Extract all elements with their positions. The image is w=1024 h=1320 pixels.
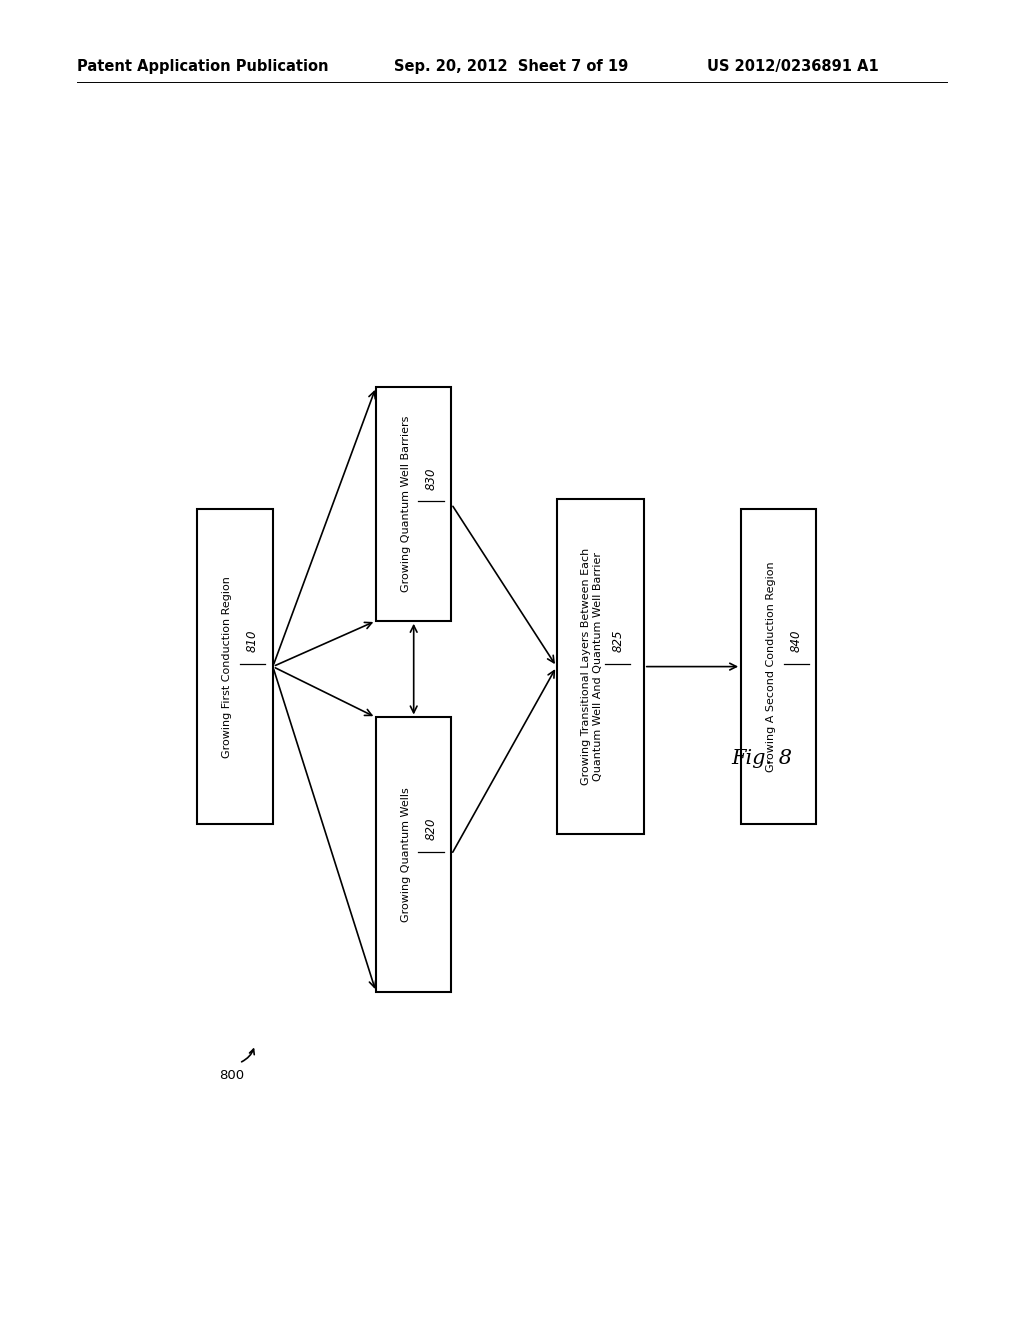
Bar xyxy=(376,387,452,620)
Text: Growing Quantum Wells: Growing Quantum Wells xyxy=(400,787,411,921)
Bar xyxy=(741,510,816,824)
Text: 810: 810 xyxy=(246,630,259,652)
Text: Fig. 8: Fig. 8 xyxy=(731,748,793,767)
Bar xyxy=(198,510,272,824)
Text: 830: 830 xyxy=(425,467,437,490)
Text: 800: 800 xyxy=(219,1069,245,1081)
Text: Growing A Second Conduction Region: Growing A Second Conduction Region xyxy=(766,561,776,772)
Text: US 2012/0236891 A1: US 2012/0236891 A1 xyxy=(707,59,879,74)
Text: Growing Quantum Well Barriers: Growing Quantum Well Barriers xyxy=(400,416,411,593)
Text: 820: 820 xyxy=(425,818,437,841)
Bar xyxy=(376,718,452,991)
Text: Patent Application Publication: Patent Application Publication xyxy=(77,59,329,74)
Text: Sep. 20, 2012  Sheet 7 of 19: Sep. 20, 2012 Sheet 7 of 19 xyxy=(394,59,629,74)
Text: Growing Transitional Layers Between Each
Quantum Well And Quantum Well Barrier: Growing Transitional Layers Between Each… xyxy=(582,548,603,785)
Text: Growing First Conduction Region: Growing First Conduction Region xyxy=(222,576,232,758)
Text: 825: 825 xyxy=(611,630,625,652)
Bar xyxy=(556,499,644,834)
Text: 840: 840 xyxy=(790,630,803,652)
